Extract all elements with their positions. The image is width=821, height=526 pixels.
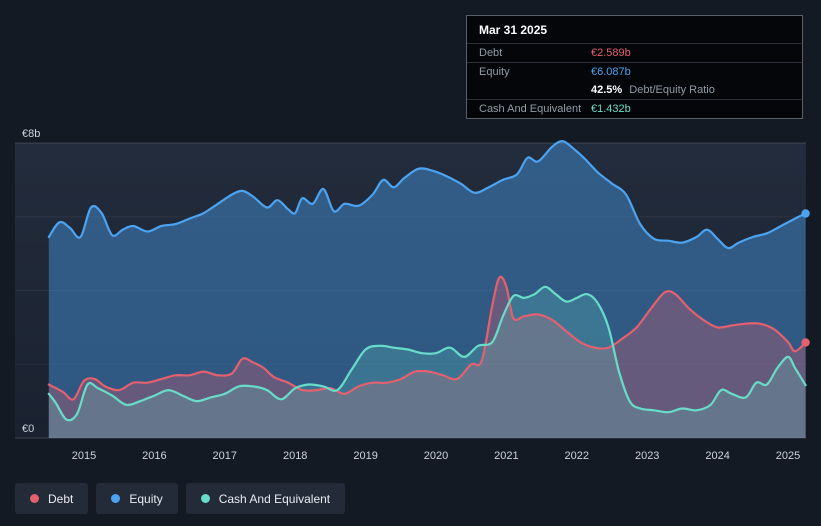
tooltip-cash-value: €1.432b (591, 103, 631, 115)
cash-dot-icon (200, 494, 210, 503)
svg-text:2022: 2022 (565, 450, 589, 462)
legend-item-equity[interactable]: Equity (96, 483, 178, 514)
tooltip-ratio-value: 42.5% (591, 84, 623, 96)
tooltip-ratio-label: Debt/Equity Ratio (629, 84, 715, 96)
svg-text:€0: €0 (22, 423, 34, 435)
svg-text:2020: 2020 (424, 450, 448, 462)
legend-debt-label: Debt (48, 491, 74, 506)
svg-text:2016: 2016 (142, 450, 166, 462)
tooltip-equity-label: Equity (479, 66, 510, 78)
svg-text:€8b: €8b (22, 128, 40, 140)
tooltip-row-debt: Debt €2.589b (467, 44, 802, 63)
svg-text:2018: 2018 (283, 450, 307, 462)
tooltip-row-cash: Cash And Equivalent €1.432b (467, 100, 802, 118)
svg-text:2021: 2021 (494, 450, 518, 462)
tooltip-row-ratio: 42.5% Debt/Equity Ratio (467, 81, 802, 100)
legend-cash-label: Cash And Equivalent (218, 491, 331, 506)
tooltip-row-equity: Equity €6.087b (467, 63, 802, 81)
svg-text:2019: 2019 (353, 450, 377, 462)
chart-legend: Debt Equity Cash And Equivalent (15, 483, 346, 514)
tooltip-cash-label: Cash And Equivalent (479, 103, 582, 115)
tooltip-equity-value: €6.087b (591, 66, 631, 78)
svg-text:2023: 2023 (635, 450, 659, 462)
legend-equity-label: Equity (129, 491, 163, 506)
svg-text:2024: 2024 (705, 450, 729, 462)
tooltip-date: Mar 31 2025 (467, 16, 802, 44)
svg-text:2025: 2025 (776, 450, 800, 462)
tooltip-debt-label: Debt (479, 47, 503, 59)
svg-text:2017: 2017 (213, 450, 237, 462)
equity-dot-icon (111, 494, 121, 503)
svg-text:2015: 2015 (72, 450, 96, 462)
tooltip-debt-value: €2.589b (591, 47, 631, 59)
legend-item-cash[interactable]: Cash And Equivalent (185, 483, 346, 514)
debt-dot-icon (30, 494, 39, 503)
debt-equity-history-chart[interactable]: €8b €0 2015 2016 2017 2018 2019 2020 2021 2022 202… (0, 0, 821, 470)
legend-item-debt[interactable]: Debt (15, 483, 89, 514)
chart-tooltip: Mar 31 2025 Debt €2.589b Equity €6.087b … (466, 15, 803, 119)
